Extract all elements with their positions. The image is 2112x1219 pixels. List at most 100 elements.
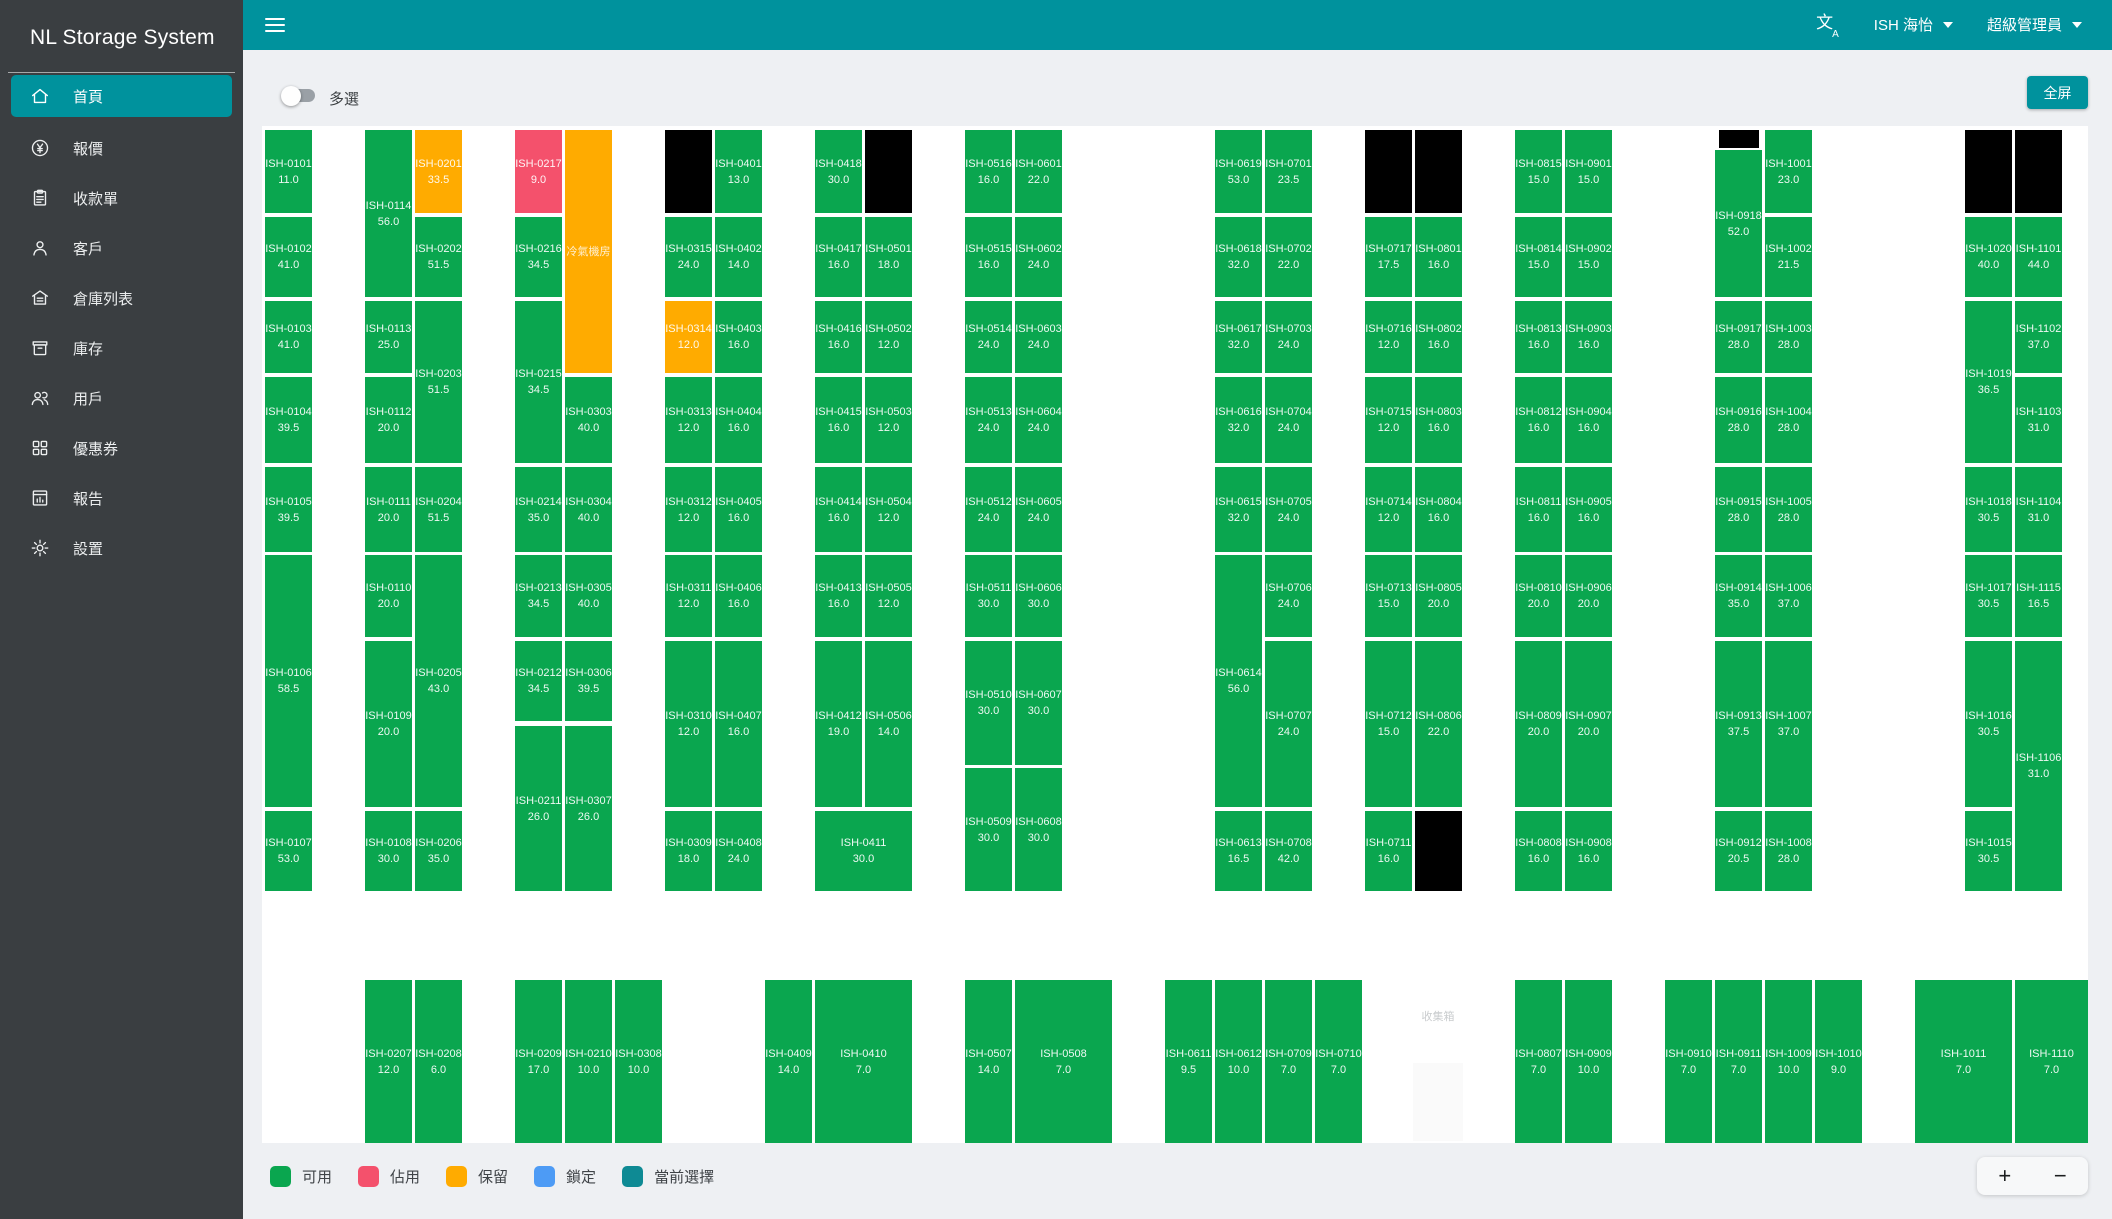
storage-unit-ISH-0112[interactable]: ISH-0112 20.0 — [365, 377, 412, 463]
storage-unit-ISH-0308[interactable]: ISH-0308 10.0 — [615, 980, 662, 1143]
storage-unit-ISH-0201[interactable]: ISH-0201 33.5 — [415, 130, 462, 213]
storage-unit-ISH-0505[interactable]: ISH-0505 12.0 — [865, 555, 912, 637]
storage-unit-ISH-1005[interactable]: ISH-1005 28.0 — [1765, 467, 1812, 552]
storage-unit-ISH-1104[interactable]: ISH-1104 31.0 — [2015, 467, 2062, 552]
storage-unit-ISH-0711[interactable]: ISH-0711 16.0 — [1365, 811, 1412, 891]
storage-unit-ISH-1015[interactable]: ISH-1015 30.5 — [1965, 811, 2012, 891]
storage-unit-ISH-0804[interactable]: ISH-0804 16.0 — [1415, 467, 1462, 552]
storage-unit-ISH-0812[interactable]: ISH-0812 16.0 — [1515, 377, 1562, 463]
storage-unit-ISH-0906[interactable]: ISH-0906 20.0 — [1565, 555, 1612, 637]
storage-unit-ISH-0417[interactable]: ISH-0417 16.0 — [815, 217, 862, 297]
storage-unit-ISH-0709[interactable]: ISH-0709 7.0 — [1265, 980, 1312, 1143]
storage-unit-ISH-0213[interactable]: ISH-0213 34.5 — [515, 555, 562, 637]
storage-unit-ISH-0604[interactable]: ISH-0604 24.0 — [1015, 377, 1062, 463]
sidebar-item-coupon[interactable]: 優惠券 — [11, 427, 232, 469]
storage-unit-ISH-0516[interactable]: ISH-0516 16.0 — [965, 130, 1012, 213]
storage-unit-ISH-0605[interactable]: ISH-0605 24.0 — [1015, 467, 1062, 552]
storage-unit-ISH-0203[interactable]: ISH-0203 51.5 — [415, 301, 462, 463]
storage-unit-ISH-0409[interactable]: ISH-0409 14.0 — [765, 980, 812, 1143]
storage-unit-ISH-0903[interactable]: ISH-0903 16.0 — [1565, 301, 1612, 373]
storage-unit-ISH-0703[interactable]: ISH-0703 24.0 — [1265, 301, 1312, 373]
storage-unit-ISH-0216[interactable]: ISH-0216 34.5 — [515, 217, 562, 297]
storage-unit-ISH-0306[interactable]: ISH-0306 39.5 — [565, 641, 612, 721]
storage-unit-ISH-0207[interactable]: ISH-0207 12.0 — [365, 980, 412, 1143]
storage-unit-ISH-0109[interactable]: ISH-0109 20.0 — [365, 641, 412, 807]
storage-unit-ISH-0103[interactable]: ISH-0103 41.0 — [265, 301, 312, 373]
storage-unit-ISH-0704[interactable]: ISH-0704 24.0 — [1265, 377, 1312, 463]
storage-unit-ISH-0313[interactable]: ISH-0313 12.0 — [665, 377, 712, 463]
storage-unit-ISH-1110[interactable]: ISH-1110 7.0 — [2015, 980, 2088, 1143]
storage-unit-ISH-0307[interactable]: ISH-0307 26.0 — [565, 726, 612, 891]
storage-unit-ISH-0803[interactable]: ISH-0803 16.0 — [1415, 377, 1462, 463]
storage-unit-ISH-0712[interactable]: ISH-0712 15.0 — [1365, 641, 1412, 807]
storage-unit-ISH-0408[interactable]: ISH-0408 24.0 — [715, 811, 762, 891]
storage-unit-ISH-0501[interactable]: ISH-0501 18.0 — [865, 217, 912, 297]
storage-unit-ISH-0212[interactable]: ISH-0212 34.5 — [515, 641, 562, 721]
storage-unit-ISH-0706[interactable]: ISH-0706 24.0 — [1265, 555, 1312, 637]
storage-unit-ISH-1102[interactable]: ISH-1102 37.0 — [2015, 301, 2062, 373]
storage-unit-ISH-1018[interactable]: ISH-1018 30.5 — [1965, 467, 2012, 552]
storage-unit-ISH-0402[interactable]: ISH-0402 14.0 — [715, 217, 762, 297]
storage-unit-ISH-0515[interactable]: ISH-0515 16.0 — [965, 217, 1012, 297]
storage-unit-ISH-0715[interactable]: ISH-0715 12.0 — [1365, 377, 1412, 463]
storage-unit-ISH-0506[interactable]: ISH-0506 14.0 — [865, 641, 912, 807]
storage-unit-ISH-0612[interactable]: ISH-0612 10.0 — [1215, 980, 1262, 1143]
storage-unit-ISH-0908[interactable]: ISH-0908 16.0 — [1565, 811, 1612, 891]
storage-unit-ISH-0404[interactable]: ISH-0404 16.0 — [715, 377, 762, 463]
storage-unit-ISH-0710[interactable]: ISH-0710 7.0 — [1315, 980, 1362, 1143]
storage-unit-ISH-0907[interactable]: ISH-0907 20.0 — [1565, 641, 1612, 807]
storage-unit-ISH-0309[interactable]: ISH-0309 18.0 — [665, 811, 712, 891]
storage-unit-ISH-0810[interactable]: ISH-0810 20.0 — [1515, 555, 1562, 637]
storage-unit-ISH-0105[interactable]: ISH-0105 39.5 — [265, 467, 312, 552]
storage-unit-ISH-0211[interactable]: ISH-0211 26.0 — [515, 726, 562, 891]
storage-unit-ISH-0611[interactable]: ISH-0611 9.5 — [1165, 980, 1212, 1143]
storage-unit-ISH-0805[interactable]: ISH-0805 20.0 — [1415, 555, 1462, 637]
storage-unit-ISH-0904[interactable]: ISH-0904 16.0 — [1565, 377, 1612, 463]
language-icon[interactable]: 文A — [1816, 13, 1839, 40]
storage-unit-ISH-0405[interactable]: ISH-0405 16.0 — [715, 467, 762, 552]
sidebar-item-quote[interactable]: 報價 — [11, 127, 232, 169]
storage-unit-ISH-0401[interactable]: ISH-0401 13.0 — [715, 130, 762, 213]
storage-unit-ISH-0716[interactable]: ISH-0716 12.0 — [1365, 301, 1412, 373]
storage-unit-ISH-0913[interactable]: ISH-0913 37.5 — [1715, 641, 1762, 807]
storage-unit-ISH-0914[interactable]: ISH-0914 35.0 — [1715, 555, 1762, 637]
storage-unit-ISH-0410[interactable]: ISH-0410 7.0 — [815, 980, 912, 1143]
storage-unit-ISH-0808[interactable]: ISH-0808 16.0 — [1515, 811, 1562, 891]
storage-unit-ISH-0918[interactable]: ISH-0918 52.0 — [1715, 150, 1762, 297]
storage-unit-ISH-0314[interactable]: ISH-0314 12.0 — [665, 301, 712, 373]
sidebar-item-users[interactable]: 用戶 — [11, 377, 232, 419]
storage-unit-ISH-0811[interactable]: ISH-0811 16.0 — [1515, 467, 1562, 552]
storage-unit-ISH-0503[interactable]: ISH-0503 12.0 — [865, 377, 912, 463]
storage-unit-ISH-0416[interactable]: ISH-0416 16.0 — [815, 301, 862, 373]
storage-unit-ISH-0713[interactable]: ISH-0713 15.0 — [1365, 555, 1412, 637]
storage-unit-ISH-0617[interactable]: ISH-0617 32.0 — [1215, 301, 1262, 373]
storage-unit-ISH-0911[interactable]: ISH-0911 7.0 — [1715, 980, 1762, 1143]
storage-unit-ISH-0901[interactable]: ISH-0901 15.0 — [1565, 130, 1612, 213]
storage-unit-ISH-0111[interactable]: ISH-0111 20.0 — [365, 467, 412, 552]
storage-unit-ISH-0602[interactable]: ISH-0602 24.0 — [1015, 217, 1062, 297]
storage-unit-ISH-0603[interactable]: ISH-0603 24.0 — [1015, 301, 1062, 373]
sidebar-item-warehouse[interactable]: 倉庫列表 — [11, 277, 232, 319]
storage-unit-ISH-0608[interactable]: ISH-0608 30.0 — [1015, 768, 1062, 891]
storage-unit-ISH-0509[interactable]: ISH-0509 30.0 — [965, 768, 1012, 891]
storage-unit-ISH-0415[interactable]: ISH-0415 16.0 — [815, 377, 862, 463]
storage-unit-ISH-0514[interactable]: ISH-0514 24.0 — [965, 301, 1012, 373]
storage-unit-ISH-0813[interactable]: ISH-0813 16.0 — [1515, 301, 1562, 373]
storage-unit-ISH-0607[interactable]: ISH-0607 30.0 — [1015, 641, 1062, 765]
storage-unit-ISH-0915[interactable]: ISH-0915 28.0 — [1715, 467, 1762, 552]
storage-unit-ISH-1001[interactable]: ISH-1001 23.0 — [1765, 130, 1812, 213]
storage-unit-ISH-0613[interactable]: ISH-0613 16.5 — [1215, 811, 1262, 891]
storage-unit-ISH-0614[interactable]: ISH-0614 56.0 — [1215, 555, 1262, 807]
storage-unit-ISH-0502[interactable]: ISH-0502 12.0 — [865, 301, 912, 373]
storage-unit-ISH-0619[interactable]: ISH-0619 53.0 — [1215, 130, 1262, 213]
storage-unit-ISH-0108[interactable]: ISH-0108 30.0 — [365, 811, 412, 891]
storage-unit-ISH-1009[interactable]: ISH-1009 10.0 — [1765, 980, 1812, 1143]
sidebar-item-report[interactable]: 報告 — [11, 477, 232, 519]
storage-unit-ISH-0311[interactable]: ISH-0311 12.0 — [665, 555, 712, 637]
storage-unit-ISH-0705[interactable]: ISH-0705 24.0 — [1265, 467, 1312, 552]
sidebar-item-customer[interactable]: 客戶 — [11, 227, 232, 269]
storage-unit-ISH-0104[interactable]: ISH-0104 39.5 — [265, 377, 312, 463]
storage-unit-ISH-1017[interactable]: ISH-1017 30.5 — [1965, 555, 2012, 637]
storage-unit-ISH-0917[interactable]: ISH-0917 28.0 — [1715, 301, 1762, 373]
storage-unit-ISH-1115[interactable]: ISH-1115 16.5 — [2015, 555, 2062, 637]
